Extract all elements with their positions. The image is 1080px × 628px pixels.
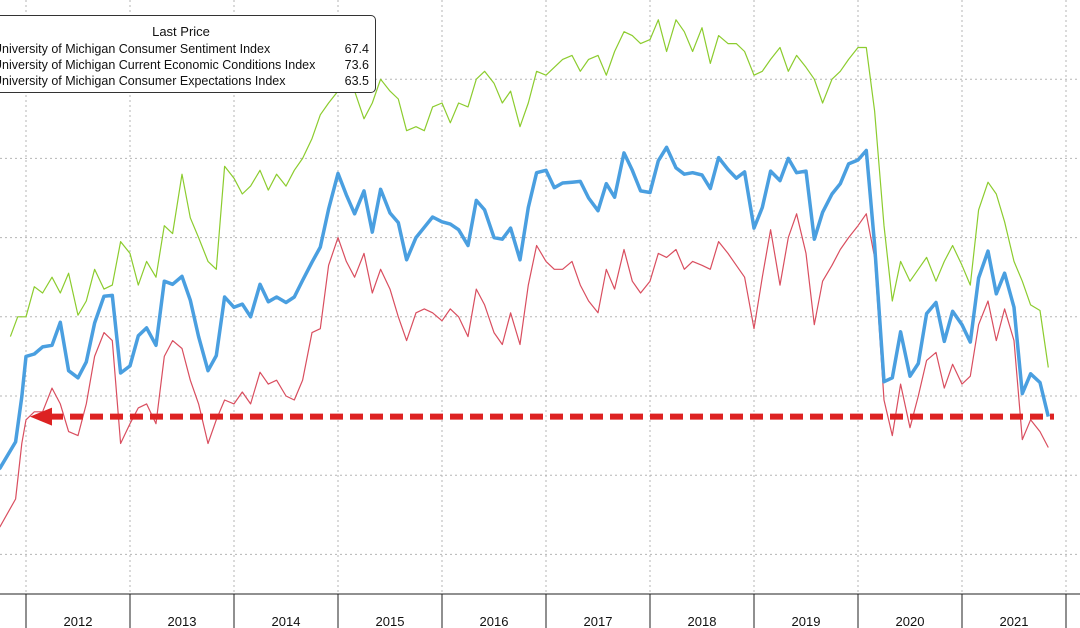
legend-title: Last Price	[152, 24, 210, 39]
x-tick-label: 2013	[168, 614, 197, 628]
x-tick-label: 2012	[64, 614, 93, 628]
legend-entry: University of Michigan Consumer Sentimen…	[0, 42, 375, 58]
series-lines	[0, 19, 1051, 528]
x-tick-label: 2021	[1000, 614, 1029, 628]
legend-label: University of Michigan Consumer Sentimen…	[0, 42, 271, 56]
arrow-head	[30, 407, 52, 426]
legend-label: University of Michigan Consumer Expectat…	[0, 74, 286, 88]
reference-arrow	[30, 407, 1054, 426]
series-line	[0, 145, 1051, 471]
series-line	[0, 213, 1049, 528]
series-line	[9, 19, 1049, 368]
x-tick-label: 2015	[376, 614, 405, 628]
x-axis: 2011201220132014201520162017201820192020…	[0, 593, 1080, 628]
x-tick-label: 2017	[584, 614, 613, 628]
x-tick-label: 2020	[896, 614, 925, 628]
x-tick-label: 2016	[480, 614, 509, 628]
legend: Last Price University of Michigan Consum…	[0, 15, 376, 93]
legend-entry: University of Michigan Current Economic …	[0, 58, 375, 74]
legend-value: 73.6	[344, 58, 369, 72]
legend-value: 67.4	[344, 42, 369, 56]
x-tick-label: 2019	[792, 614, 821, 628]
grid	[0, 0, 1080, 594]
legend-entry: University of Michigan Consumer Expectat…	[0, 74, 375, 90]
x-tick-label: 2014	[272, 614, 301, 628]
legend-value: 63.5	[344, 74, 369, 88]
x-tick-label: 2018	[688, 614, 717, 628]
legend-label: University of Michigan Current Economic …	[0, 58, 316, 72]
